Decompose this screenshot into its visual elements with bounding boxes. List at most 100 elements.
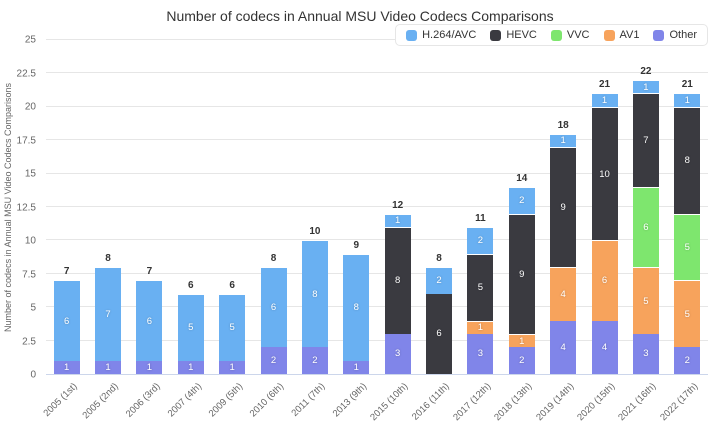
bar-segment-other[interactable]: 1 [136,360,163,374]
segment-value-label: 8 [684,155,690,167]
bar-segment-h-264-avc[interactable]: 6 [260,267,287,348]
bar-segment-h-264-avc[interactable]: 1 [591,93,618,107]
bar-segment-av1[interactable]: 6 [591,240,618,321]
bar-segment-other[interactable]: 2 [674,347,701,374]
legend-item-hevc[interactable]: HEVC [490,29,537,41]
bar-segment-hevc[interactable]: 6 [426,293,453,374]
bar-segment-vvc[interactable]: 5 [674,213,701,281]
bar-segment-h-264-avc[interactable]: 6 [136,280,163,361]
bar-segment-hevc[interactable]: 9 [508,213,535,334]
bar-segment-h-264-avc[interactable]: 1 [632,80,659,94]
bar-slot: 2 5 5 8 1 21 2022 (17th) [658,40,708,423]
bar-segment-other[interactable]: 1 [53,360,80,374]
bar-segment-hevc[interactable]: 10 [591,106,618,241]
bar-segment-other[interactable]: 2 [301,347,328,374]
bar-segment-other[interactable]: 3 [632,333,659,374]
bar-2017-12th[interactable]: 3 1 5 2 [467,40,494,374]
bar-segment-hevc[interactable]: 7 [632,93,659,187]
bar-segment-av1[interactable]: 5 [674,280,701,348]
legend-item-av1[interactable]: AV1 [603,29,639,41]
bar-segment-hevc[interactable]: 9 [550,146,577,268]
bar-segment-h-264-avc[interactable]: 1 [384,213,411,228]
x-axis-label: 2007 (4th) [165,381,204,420]
legend-item-other[interactable]: Other [653,29,697,41]
bar-total-label: 18 [557,119,569,131]
bar-segment-h-264-avc[interactable]: 5 [177,293,204,361]
segment-value-label: 2 [436,275,442,287]
bar-segment-hevc[interactable]: 5 [467,253,494,321]
legend-item-h-264-avc[interactable]: H.264/AVC [406,29,476,41]
bar-segment-h-264-avc[interactable]: 2 [426,267,453,294]
segment-value-label: 1 [229,361,235,373]
x-axis-label: 2013 (9th) [330,381,370,420]
bar-segment-h-264-avc[interactable]: 2 [467,227,494,254]
segment-value-label: 1 [643,81,649,93]
bar-segment-other[interactable]: 3 [384,333,411,374]
legend-label: H.264/AVC [422,29,477,41]
bar-segment-h-264-avc[interactable]: 6 [53,280,80,361]
segment-value-label: 1 [188,361,194,373]
bar-2019-14th[interactable]: 4 4 9 1 [550,40,577,374]
bar-segment-h-264-avc[interactable]: 8 [343,253,370,361]
bar-segment-h-264-avc[interactable]: 8 [301,240,328,348]
legend-item-vvc[interactable]: VVC [550,29,590,41]
bar-2022-17th[interactable]: 2 5 5 8 1 [674,40,701,374]
bar-segment-h-264-avc[interactable]: 7 [95,267,122,361]
bar-slot: 4 6 10 1 21 2020 (15th) [575,40,625,423]
bar-segment-other[interactable]: 2 [508,347,535,374]
bar-segment-av1[interactable]: 5 [632,267,659,334]
bar-segment-hevc[interactable]: 8 [384,227,411,334]
bar-segment-other[interactable]: 4 [591,320,618,374]
plot-area: 1 6 7 2005 (1st) 1 7 8 2005 (2nd) 1 6 7 2006 (3rd) 1… [41,39,708,423]
bar-slot: 1 5 6 2009 (5th) [207,40,253,419]
bar-segment-av1[interactable]: 4 [550,267,577,321]
bar-segment-other[interactable]: 1 [177,360,204,374]
bar-slot: 2 8 10 2011 (7th) [290,40,335,419]
bar-2021-16th[interactable]: 3 5 6 7 1 [632,40,659,374]
bar-segment-hevc[interactable]: 8 [674,106,701,214]
bar-segment-other[interactable]: 1 [219,360,246,374]
bar-slot: 2 1 9 2 14 2018 (13th) [492,40,542,423]
gridline [46,272,708,274]
bar-2015-10th[interactable]: 3 8 1 [384,40,411,374]
legend-label: HEVC [506,29,537,41]
bar-segment-other[interactable]: 4 [550,320,577,374]
bar-segment-other[interactable]: 3 [467,333,494,374]
segment-value-label: 5 [684,242,690,254]
bar-segment-av1[interactable]: 1 [467,320,494,334]
bar-segment-av1[interactable]: 1 [508,333,535,348]
x-axis-label: 2011 (7th) [289,381,328,419]
bar-segment-h-264-avc[interactable]: 2 [508,186,535,214]
gridline [46,172,708,174]
segment-value-label: 9 [519,268,525,280]
segment-value-label: 1 [353,361,359,373]
bar-2020-15th[interactable]: 4 6 10 1 [591,40,618,374]
bar-segment-other[interactable]: 1 [343,360,370,374]
bar-slot: 4 4 9 1 18 2019 (14th) [534,40,584,423]
y-tick-label: 17.5 [16,135,36,146]
segment-value-label: 10 [599,168,610,180]
legend-label: VVC [566,29,590,41]
y-tick-label: 25 [24,34,36,46]
bar-segment-h-264-avc[interactable]: 1 [550,133,577,147]
bar-2018-13th[interactable]: 2 1 9 2 [508,40,535,374]
bar-segment-other[interactable]: 1 [95,360,122,374]
bar-total-label: 6 [188,279,194,291]
bar-segment-h-264-avc[interactable]: 1 [674,93,701,107]
bar-slot: 6 2 8 2016 (11th) [410,40,459,423]
bar-total-label: 8 [270,253,277,265]
bar-segment-vvc[interactable]: 6 [632,186,659,268]
x-axis-label: 2018 (13th) [492,381,535,424]
bar-segment-other[interactable]: 2 [260,347,287,374]
bar-segment-h-264-avc[interactable]: 5 [219,293,246,361]
